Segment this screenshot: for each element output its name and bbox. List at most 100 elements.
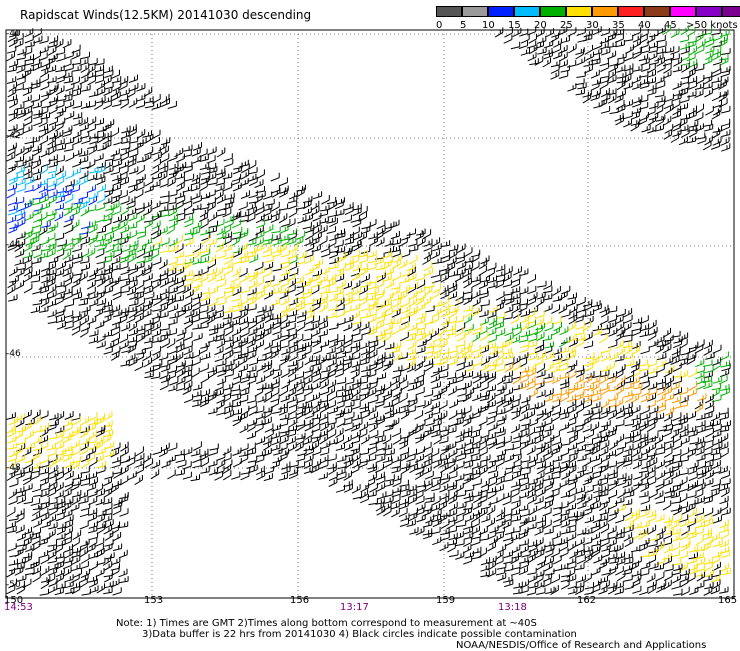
wind-barb: [270, 394, 280, 403]
wind-barb: [649, 101, 659, 110]
wind-barb: [304, 254, 314, 265]
wind-barb: [262, 244, 272, 254]
wind-barb: [623, 402, 633, 410]
colorbar-swatch: [462, 6, 488, 17]
wind-barb: [438, 325, 447, 336]
wind-barb: [439, 263, 449, 272]
wind-barb: [223, 363, 233, 373]
wind-barb: [135, 453, 145, 462]
wind-barb: [440, 490, 450, 500]
wind-barb: [192, 249, 202, 260]
wind-barb: [215, 242, 224, 253]
wind-barb: [415, 273, 425, 282]
wind-barb: [703, 82, 713, 90]
wind-barb: [648, 319, 657, 330]
wind-barb: [375, 384, 386, 392]
wind-barb: [110, 69, 120, 79]
wind-barb: [248, 206, 257, 217]
wind-barb: [463, 295, 472, 306]
wind-barb: [654, 90, 665, 98]
wind-barb: [81, 136, 91, 145]
wind-barb: [503, 377, 513, 384]
wind-barb: [312, 191, 323, 200]
wind-barb: [520, 321, 530, 332]
wind-barb: [88, 195, 97, 206]
wind-barb: [582, 302, 592, 312]
wind-barb: [583, 332, 593, 342]
wind-barb: [678, 412, 688, 422]
wind-barb: [647, 442, 657, 452]
wind-barb: [55, 309, 65, 318]
wind-barb: [8, 266, 18, 277]
wind-barb: [217, 376, 227, 386]
wind-barb: [495, 264, 506, 272]
wind-barb: [534, 40, 544, 49]
wind-barb: [152, 279, 162, 290]
wind-barb: [575, 88, 585, 96]
wind-barb: [368, 362, 378, 372]
wind-barb: [32, 298, 42, 306]
wind-barb: [192, 195, 202, 204]
wind-barb: [655, 344, 664, 354]
wind-barb: [353, 241, 362, 252]
wind-barb: [614, 315, 624, 325]
wind-barb: [80, 51, 90, 60]
wind-barb: [55, 165, 64, 176]
wind-barb: [193, 273, 203, 282]
wind-barb: [136, 332, 146, 343]
wind-barb: [71, 287, 81, 296]
wind-barb: [118, 219, 128, 230]
wind-barb: [63, 544, 73, 553]
wind-barb: [497, 375, 506, 386]
wind-barb: [23, 272, 33, 283]
wind-barb: [278, 177, 288, 187]
wind-barb: [623, 308, 633, 318]
wind-barb: [577, 501, 587, 510]
wind-barb: [302, 207, 312, 216]
wind-barb: [94, 307, 103, 318]
wind-barb: [111, 173, 122, 182]
wind-barb: [712, 81, 722, 91]
wind-barb: [40, 297, 50, 308]
wind-barb: [582, 33, 593, 42]
wind-barb: [686, 52, 696, 62]
wind-barb: [72, 112, 83, 120]
wind-barb: [543, 40, 554, 49]
wind-barb: [7, 442, 17, 450]
wind-barb: [46, 224, 56, 234]
wind-barb: [247, 345, 258, 354]
wind-barb: [272, 264, 282, 272]
wind-barb: [480, 356, 490, 366]
wind-barb: [519, 381, 529, 390]
wind-barb: [126, 452, 136, 462]
wind-barb: [104, 159, 113, 170]
wind-barb: [401, 363, 411, 372]
wind-barb: [144, 371, 154, 379]
wind-barb: [471, 370, 482, 379]
wind-barb: [119, 236, 129, 246]
wind-barb: [64, 137, 75, 145]
wind-barb: [216, 147, 226, 158]
wind-barb: [17, 159, 27, 168]
wind-barb: [110, 322, 120, 331]
wind-barb: [208, 220, 218, 228]
wind-barb: [175, 343, 185, 354]
wind-barb: [463, 305, 473, 312]
wind-barb: [664, 93, 674, 103]
wind-barb: [47, 316, 58, 324]
wind-barb: [424, 425, 435, 433]
wind-barb: [6, 76, 17, 84]
wind-barb: [54, 295, 64, 306]
wind-barb: [112, 532, 122, 542]
wind-barb: [351, 369, 360, 380]
wind-barb: [600, 88, 610, 98]
wind-barb: [414, 410, 424, 420]
wind-barb: [23, 266, 33, 277]
wind-barb: [495, 291, 505, 301]
wind-barb: [97, 125, 107, 133]
wind-barb: [326, 216, 336, 224]
wind-barb: [520, 47, 530, 56]
wind-barb: [446, 262, 456, 272]
wind-barb: [33, 28, 42, 38]
wind-barb: [536, 35, 547, 44]
